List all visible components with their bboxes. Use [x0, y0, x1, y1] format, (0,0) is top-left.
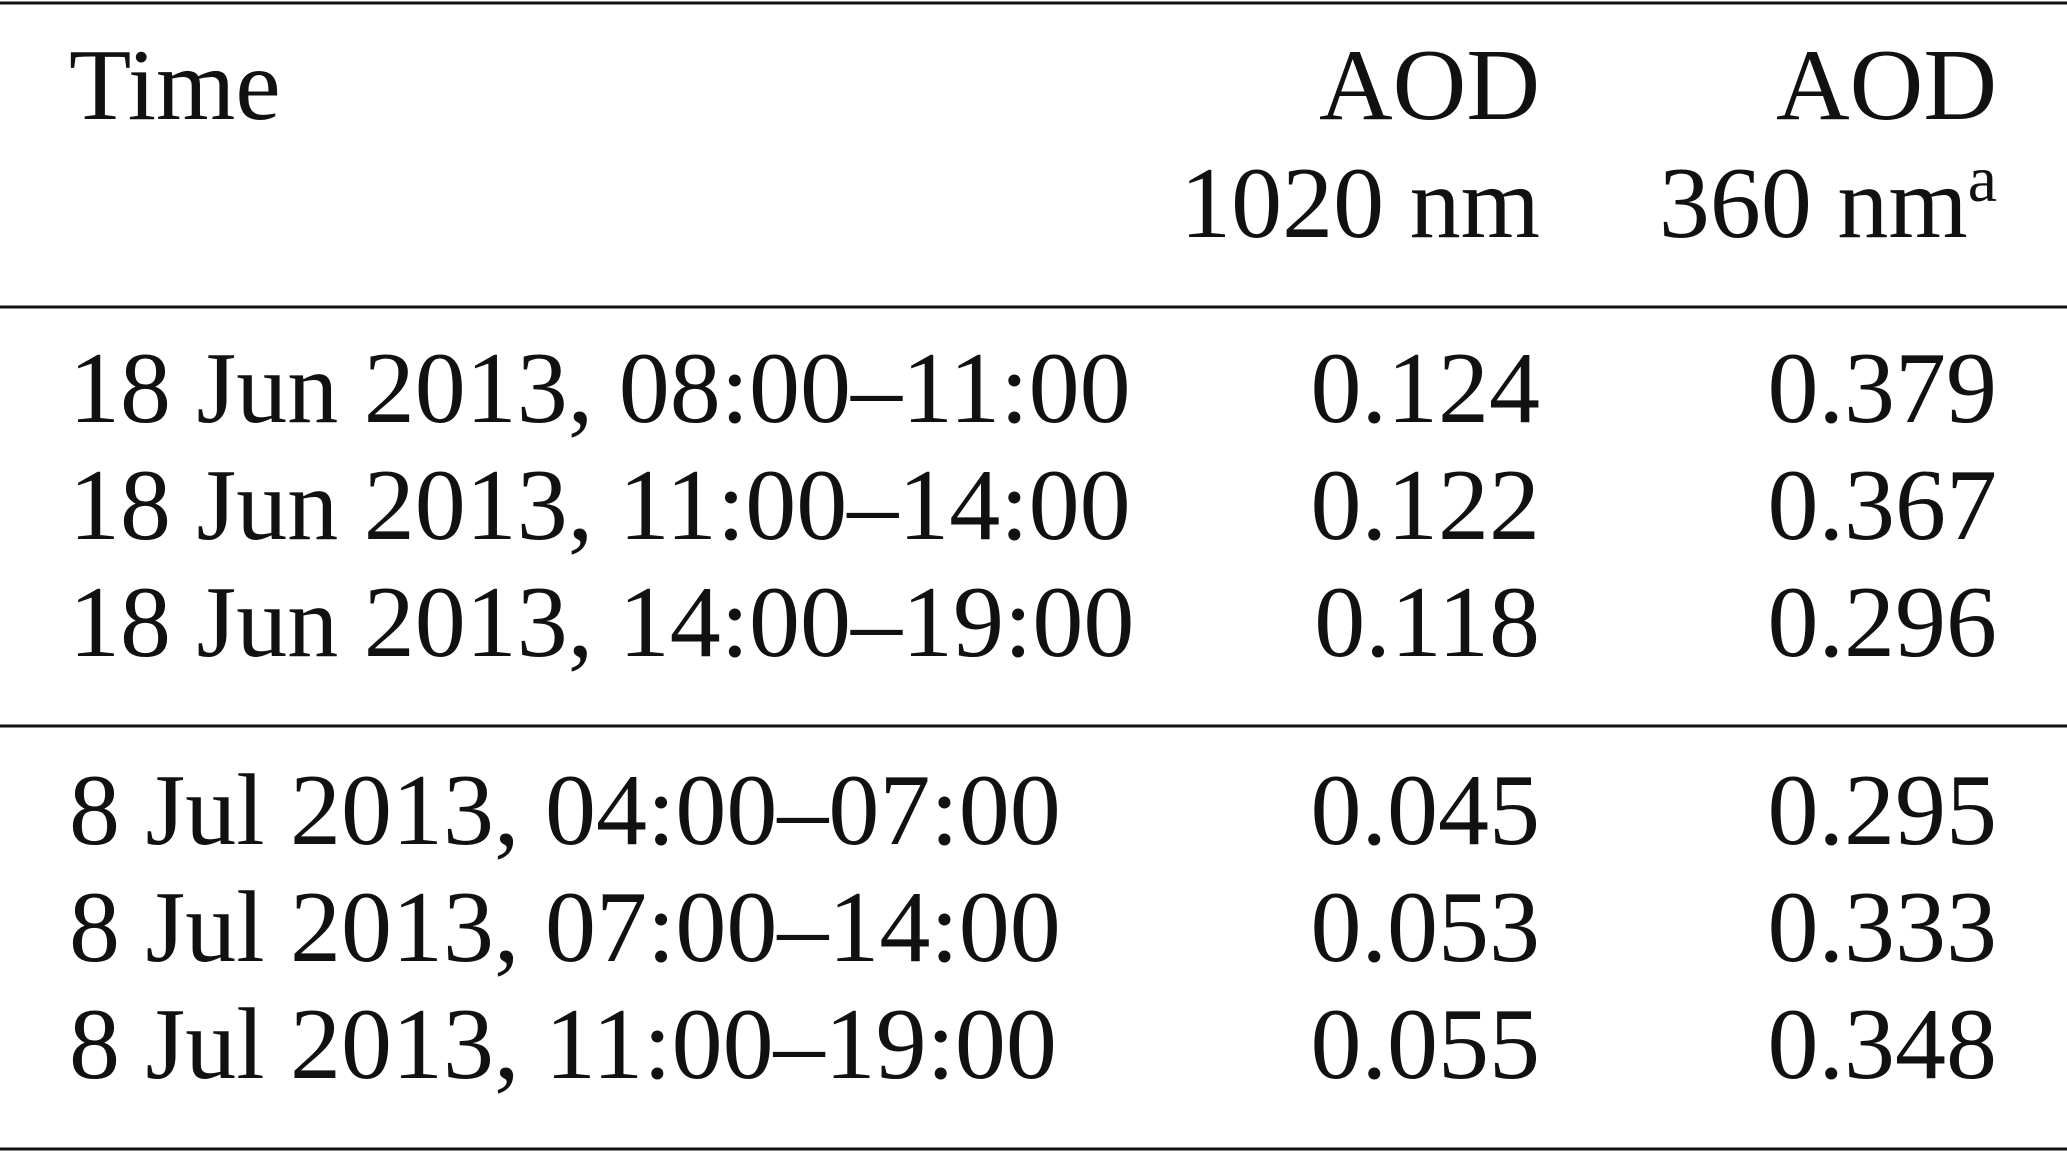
header-cell: 1020 nm: [1180, 147, 1540, 260]
header-text: 360 nm: [1659, 147, 1968, 260]
aod-360-cell: 0.379: [1768, 332, 1998, 445]
aod-1020-cell: 0.045: [1311, 754, 1541, 867]
aod-1020-cell: 0.124: [1311, 332, 1541, 445]
header-cell: 360 nma: [1659, 143, 1997, 260]
time-cell: 18 Jun 2013, 11:00–14:00: [69, 449, 1131, 562]
header-cell: AOD: [1319, 29, 1540, 142]
aod-360-cell: 0.348: [1768, 988, 1998, 1101]
header-cell: Time: [69, 29, 281, 142]
time-cell: 8 Jul 2013, 11:00–19:00: [69, 988, 1057, 1101]
time-cell: 18 Jun 2013, 08:00–11:00: [69, 332, 1131, 445]
aod-360-cell: 0.296: [1768, 566, 1998, 679]
aod-1020-cell: 0.122: [1311, 449, 1541, 562]
aod-360-cell: 0.333: [1768, 871, 1998, 984]
time-cell: 18 Jun 2013, 14:00–19:00: [69, 566, 1134, 679]
footnote-mark: a: [1968, 143, 1997, 216]
header-cell: AOD: [1776, 29, 1997, 142]
aod-1020-cell: 0.053: [1311, 871, 1541, 984]
aod-360-cell: 0.367: [1768, 449, 1998, 562]
time-cell: 8 Jul 2013, 04:00–07:00: [69, 754, 1061, 867]
aod-360-cell: 0.295: [1768, 754, 1998, 867]
aod-1020-cell: 0.055: [1311, 988, 1541, 1101]
time-cell: 8 Jul 2013, 07:00–14:00: [69, 871, 1061, 984]
aod-1020-cell: 0.118: [1314, 566, 1540, 679]
